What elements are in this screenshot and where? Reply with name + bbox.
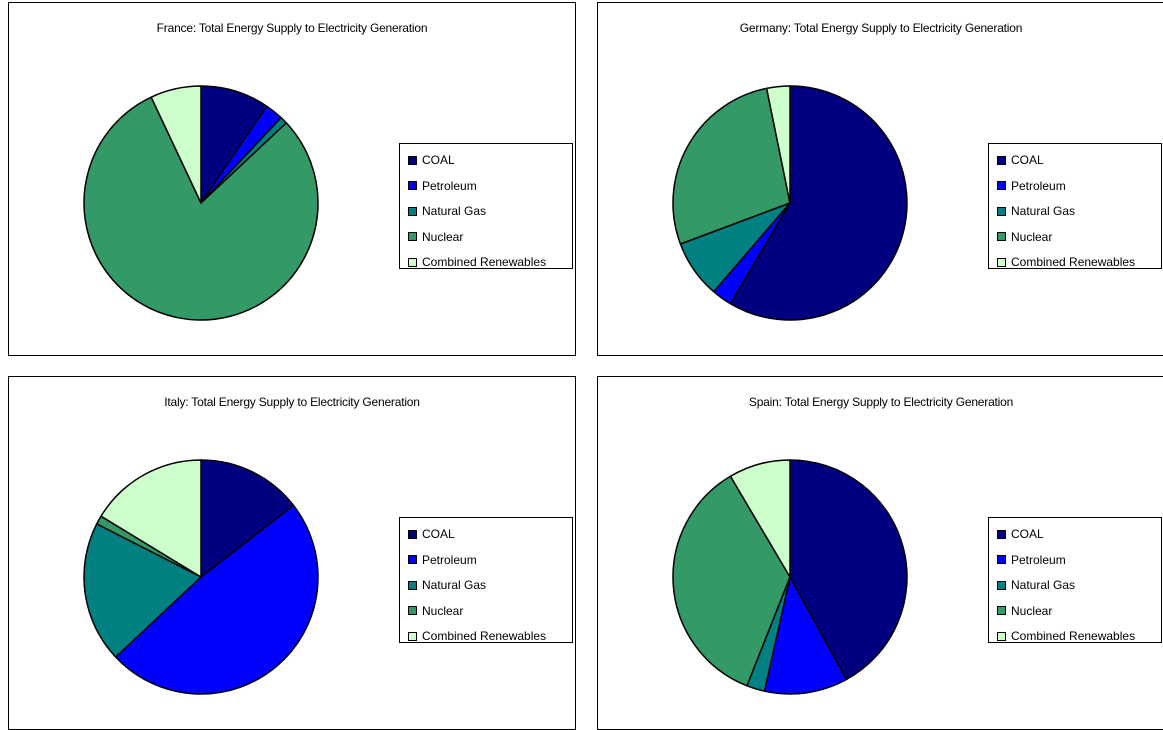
chart-panel-france: France: Total Energy Supply to Electrici… xyxy=(8,2,576,356)
pie-slice-coal xyxy=(789,459,908,681)
pie-slice-petroleum xyxy=(763,576,848,695)
legend-item: COAL xyxy=(408,526,455,542)
legend-item: Combined Renewables xyxy=(997,628,1135,644)
pie-chart xyxy=(83,85,319,321)
legend-item: Combined Renewables xyxy=(408,254,546,270)
legend-swatch xyxy=(408,555,417,564)
legend: COAL Petroleum Natural Gas Nuclear Combined … xyxy=(399,143,573,269)
pie-slice-combined-renewables xyxy=(100,459,202,578)
legend-label: Natural Gas xyxy=(1011,578,1076,592)
legend-swatch xyxy=(408,257,417,267)
legend-label: Nuclear xyxy=(1011,229,1053,244)
legend-label: Natural Gas xyxy=(1011,204,1076,218)
legend-item: COAL xyxy=(997,526,1044,542)
pie-slice-combined-renewables xyxy=(150,85,202,204)
legend-item: COAL xyxy=(408,152,455,168)
legend-swatch xyxy=(997,580,1006,590)
legend-label: Combined Renewables xyxy=(1011,255,1136,269)
legend-item: Petroleum xyxy=(997,178,1066,194)
pie-slice-natural-gas xyxy=(83,523,202,658)
legend-item: Natural Gas xyxy=(997,577,1075,593)
legend-swatch xyxy=(997,232,1006,241)
legend-label: COAL xyxy=(422,153,455,167)
legend-swatch xyxy=(408,181,417,190)
legend-label: Nuclear xyxy=(1011,603,1053,618)
legend-item: Petroleum xyxy=(408,178,477,194)
legend: COAL Petroleum Natural Gas Nuclear Combined … xyxy=(988,517,1162,643)
legend-label: Combined Renewables xyxy=(422,255,547,269)
legend-label: Petroleum xyxy=(422,552,477,567)
legend-label: Nuclear xyxy=(422,603,464,618)
legend-swatch xyxy=(408,232,417,241)
pie-slice-coal xyxy=(200,459,295,578)
legend-label: Petroleum xyxy=(422,178,477,193)
legend-swatch xyxy=(997,631,1006,641)
legend-item: Nuclear xyxy=(997,603,1052,619)
legend-label: COAL xyxy=(1011,527,1044,541)
legend-item: Natural Gas xyxy=(408,577,486,593)
pie-slice-coal xyxy=(729,85,908,321)
legend-item: Combined Renewables xyxy=(997,254,1135,270)
legend-swatch xyxy=(997,155,1006,165)
chart-panel-italy: Italy: Total Energy Supply to Electricit… xyxy=(8,376,576,730)
legend-swatch xyxy=(408,529,417,539)
chart-panel-germany: Germany: Total Energy Supply to Electric… xyxy=(597,2,1163,356)
pie-slice-combined-renewables xyxy=(729,459,791,578)
pie-slice-petroleum xyxy=(114,504,319,695)
legend-swatch xyxy=(408,580,417,590)
legend-swatch xyxy=(997,555,1006,564)
chart-title: Italy: Total Energy Supply to Electricit… xyxy=(164,395,420,409)
legend-item: Petroleum xyxy=(997,552,1066,568)
legend-item: COAL xyxy=(997,152,1044,168)
legend: COAL Petroleum Natural Gas Nuclear Combined … xyxy=(399,517,573,643)
legend-swatch xyxy=(408,606,417,615)
legend-label: COAL xyxy=(1011,153,1044,167)
legend-label: Natural Gas xyxy=(422,204,487,218)
chart-panel-spain: Spain: Total Energy Supply to Electricit… xyxy=(597,376,1163,730)
pie-slice-nuclear xyxy=(672,87,791,245)
chart-title: Germany: Total Energy Supply to Electric… xyxy=(739,21,1023,35)
legend-label: Petroleum xyxy=(1011,178,1066,193)
chart-title: Spain: Total Energy Supply to Electricit… xyxy=(748,395,1014,409)
legend-item: Petroleum xyxy=(408,552,477,568)
legend-item: Combined Renewables xyxy=(408,628,546,644)
pie-slice-combined-renewables xyxy=(765,85,791,204)
pie-chart xyxy=(672,85,908,321)
legend-label: COAL xyxy=(422,527,455,541)
legend-label: Combined Renewables xyxy=(422,629,547,643)
legend-item: Nuclear xyxy=(997,229,1052,245)
legend-swatch xyxy=(408,206,417,216)
legend-swatch xyxy=(408,155,417,165)
legend-swatch xyxy=(997,206,1006,216)
legend-label: Petroleum xyxy=(1011,552,1066,567)
legend-item: Nuclear xyxy=(408,229,463,245)
legend-label: Nuclear xyxy=(422,229,464,244)
legend-swatch xyxy=(997,606,1006,615)
legend-swatch xyxy=(997,529,1006,539)
legend-item: Nuclear xyxy=(408,603,463,619)
pie-slice-nuclear xyxy=(83,96,319,321)
legend-item: Natural Gas xyxy=(408,203,486,219)
pie-chart xyxy=(83,459,319,695)
pie-chart xyxy=(672,459,908,695)
legend-swatch xyxy=(997,257,1006,267)
legend: COAL Petroleum Natural Gas Nuclear Combined … xyxy=(988,143,1162,269)
legend-label: Combined Renewables xyxy=(1011,629,1136,643)
legend-label: Natural Gas xyxy=(422,578,487,592)
legend-swatch xyxy=(408,631,417,641)
legend-swatch xyxy=(997,181,1006,190)
chart-title: France: Total Energy Supply to Electrici… xyxy=(156,21,428,35)
legend-item: Natural Gas xyxy=(997,203,1075,219)
